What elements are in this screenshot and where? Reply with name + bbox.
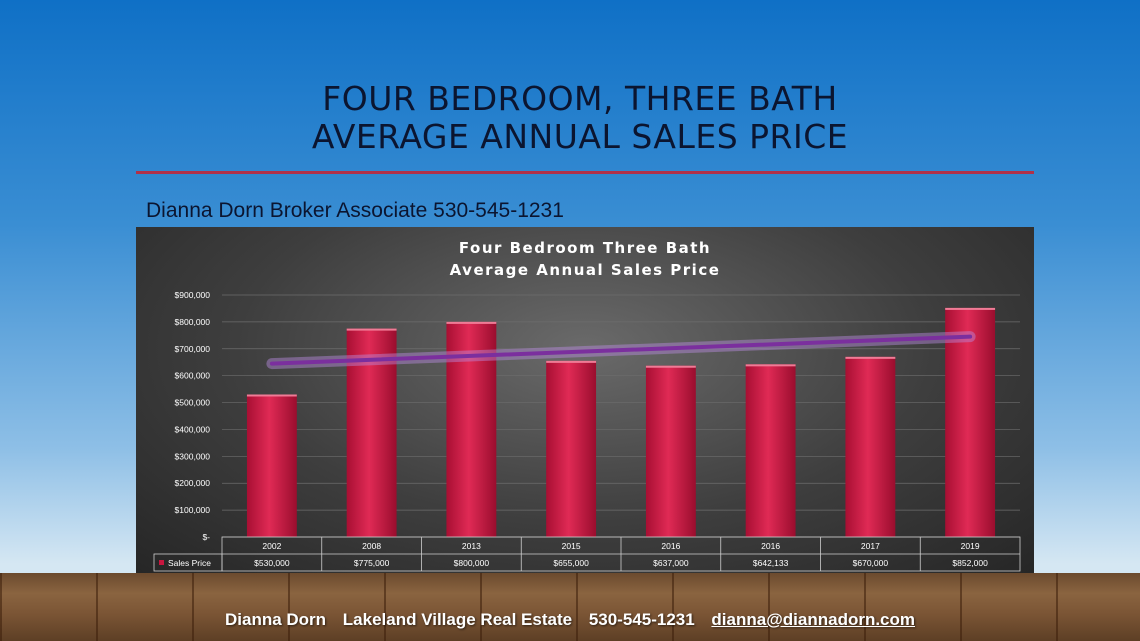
chart-panel: Four Bedroom Three Bath Average Annual S… — [136, 227, 1034, 573]
y-tick-label: $500,000 — [175, 398, 211, 408]
bar — [945, 307, 996, 537]
bar — [346, 328, 397, 537]
x-tick-label: 2016 — [661, 541, 680, 551]
x-tick-label: 2017 — [861, 541, 880, 551]
footer-company: Lakeland Village Real Estate — [342, 610, 573, 629]
data-table-value: $852,000 — [952, 558, 988, 568]
data-table-value: $642,133 — [753, 558, 789, 568]
y-tick-label: $300,000 — [175, 451, 211, 461]
legend-label: Sales Price — [168, 558, 211, 568]
footer-email-link[interactable]: dianna@diannadorn.com — [711, 610, 916, 629]
data-table-value: $655,000 — [553, 558, 589, 568]
bar — [745, 364, 796, 537]
y-tick-label: $700,000 — [175, 344, 211, 354]
wood-floor-background — [0, 573, 1140, 641]
y-tick-label: $800,000 — [175, 317, 211, 327]
bar — [246, 394, 297, 537]
bar-top-highlight — [745, 364, 796, 367]
slide-title: FOUR BEDROOM, THREE BATH AVERAGE ANNUAL … — [180, 80, 980, 156]
y-tick-label: $- — [202, 532, 210, 542]
y-tick-label: $400,000 — [175, 424, 211, 434]
sales-price-chart: Four Bedroom Three Bath Average Annual S… — [153, 239, 1021, 572]
bar — [546, 360, 597, 537]
y-tick-label: $100,000 — [175, 505, 211, 515]
slide-subtitle: Dianna Dorn Broker Associate 530-545-123… — [146, 199, 564, 222]
footer-name: Dianna Dorn — [224, 610, 327, 629]
data-table-value: $800,000 — [454, 558, 490, 568]
bar-top-highlight — [346, 328, 397, 331]
data-table-value: $670,000 — [853, 558, 889, 568]
x-tick-label: 2008 — [362, 541, 381, 551]
bar-top-highlight — [845, 356, 896, 359]
bar — [845, 356, 896, 537]
y-tick-label: $900,000 — [175, 290, 211, 300]
chart-title-line-1: Four Bedroom Three Bath — [459, 239, 711, 257]
legend-swatch — [159, 560, 164, 565]
x-tick-label: 2015 — [562, 541, 581, 551]
x-tick-label: 2002 — [262, 541, 281, 551]
footer-phone: 530-545-1231 — [588, 610, 695, 629]
bar-top-highlight — [945, 307, 996, 310]
title-divider — [136, 171, 1034, 174]
trendline — [269, 334, 973, 366]
footer-contact: Dianna Dorn Lakeland Village Real Estate… — [0, 610, 1140, 630]
bar-top-highlight — [546, 360, 597, 363]
y-tick-label: $600,000 — [175, 371, 211, 381]
x-tick-label: 2013 — [462, 541, 481, 551]
data-table-value: $775,000 — [354, 558, 390, 568]
data-table-value: $637,000 — [653, 558, 689, 568]
slide-title-line-1: FOUR BEDROOM, THREE BATH — [322, 79, 838, 118]
x-tick-label: 2019 — [961, 541, 980, 551]
bar-top-highlight — [645, 365, 696, 368]
chart-title-line-2: Average Annual Sales Price — [450, 261, 721, 279]
x-tick-label: 2016 — [761, 541, 780, 551]
y-tick-label: $200,000 — [175, 478, 211, 488]
bar — [645, 365, 696, 537]
slide-title-line-2: AVERAGE ANNUAL SALES PRICE — [311, 117, 849, 156]
bar-top-highlight — [246, 394, 297, 397]
data-table-value: $530,000 — [254, 558, 290, 568]
bar-top-highlight — [446, 321, 497, 324]
data-table-legend-cell — [153, 553, 223, 572]
